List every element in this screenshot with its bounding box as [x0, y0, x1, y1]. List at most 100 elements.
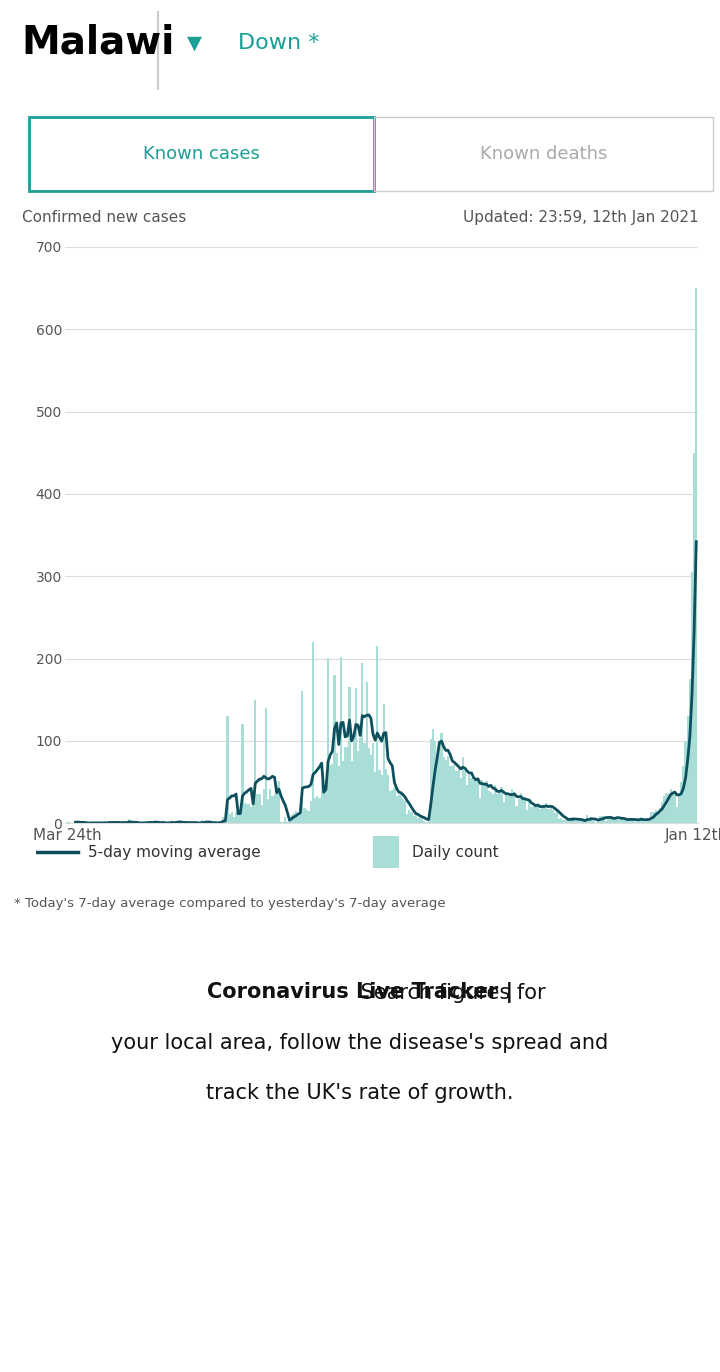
Bar — [426, 822, 428, 823]
Bar — [494, 785, 496, 823]
Bar — [153, 820, 156, 823]
Bar — [528, 801, 531, 823]
Bar — [353, 738, 355, 823]
Bar — [254, 700, 256, 823]
Bar — [384, 768, 387, 823]
Bar — [612, 819, 614, 823]
Bar — [430, 740, 432, 823]
Bar — [696, 288, 698, 823]
Bar — [492, 793, 494, 823]
Bar — [338, 766, 340, 823]
Bar — [274, 794, 276, 823]
Bar — [462, 757, 464, 823]
Bar — [573, 818, 575, 823]
Bar — [522, 800, 524, 823]
Text: View Now: View Now — [309, 1198, 411, 1218]
Bar — [417, 818, 419, 823]
Bar — [674, 792, 676, 823]
Bar — [355, 689, 357, 823]
Bar — [419, 818, 421, 823]
Bar — [689, 679, 691, 823]
Bar — [545, 803, 547, 823]
Bar — [68, 822, 70, 823]
Bar — [533, 805, 535, 823]
Bar — [485, 781, 487, 823]
Bar — [479, 797, 481, 823]
Bar — [560, 818, 562, 823]
Bar — [436, 756, 438, 823]
Bar — [667, 794, 670, 823]
Bar — [314, 797, 316, 823]
Bar — [74, 820, 76, 823]
Bar — [496, 794, 498, 823]
Bar — [571, 818, 573, 823]
Bar — [490, 792, 492, 823]
Bar — [128, 819, 130, 823]
Bar — [402, 800, 404, 823]
Bar — [650, 812, 652, 823]
Bar — [458, 766, 460, 823]
Bar — [263, 789, 265, 823]
Bar — [509, 794, 511, 823]
Bar — [395, 796, 397, 823]
Bar — [366, 682, 368, 823]
Bar — [472, 781, 474, 823]
Bar — [620, 818, 622, 823]
Bar — [300, 812, 302, 823]
Bar — [663, 796, 665, 823]
Bar — [483, 783, 485, 823]
Bar — [318, 797, 320, 823]
Bar — [233, 816, 235, 823]
Bar — [562, 820, 564, 823]
Bar — [672, 793, 674, 823]
Bar — [683, 766, 685, 823]
Bar — [624, 820, 626, 823]
Bar — [552, 809, 554, 823]
Bar — [575, 820, 577, 823]
Bar — [374, 772, 377, 823]
Bar — [256, 793, 258, 823]
Text: Known cases: Known cases — [143, 144, 260, 163]
Text: ▼: ▼ — [187, 33, 202, 52]
Bar — [336, 753, 338, 823]
Bar — [513, 796, 516, 823]
Bar — [606, 820, 608, 823]
Bar — [597, 820, 599, 823]
Text: * Today's 7-day average compared to yesterday's 7-day average: * Today's 7-day average compared to yest… — [14, 897, 446, 910]
Bar — [246, 804, 248, 823]
Bar — [331, 764, 333, 823]
Bar — [382, 704, 384, 823]
Bar — [652, 812, 654, 823]
Bar — [269, 789, 271, 823]
Text: Confirmed new cases: Confirmed new cases — [22, 210, 186, 225]
Bar — [503, 801, 505, 823]
Bar — [616, 816, 618, 823]
Bar — [327, 657, 329, 823]
Bar — [224, 820, 226, 823]
Bar — [149, 822, 151, 823]
Bar — [524, 797, 526, 823]
Bar — [541, 807, 543, 823]
Bar — [582, 820, 584, 823]
Bar — [590, 818, 593, 823]
Bar — [481, 779, 483, 823]
Bar — [389, 792, 391, 823]
Bar — [359, 738, 361, 823]
Bar — [657, 812, 659, 823]
Bar — [438, 746, 441, 823]
Bar — [454, 764, 456, 823]
Bar — [505, 793, 507, 823]
Bar — [665, 793, 667, 823]
Bar — [258, 794, 261, 823]
Bar — [586, 815, 588, 823]
Bar — [456, 771, 458, 823]
Bar — [428, 820, 430, 823]
Bar — [460, 778, 462, 823]
Bar — [648, 819, 650, 823]
Bar — [659, 808, 661, 823]
Bar — [307, 811, 310, 823]
Bar — [633, 820, 635, 823]
Bar — [487, 792, 490, 823]
Bar — [235, 812, 237, 823]
Bar — [543, 805, 545, 823]
